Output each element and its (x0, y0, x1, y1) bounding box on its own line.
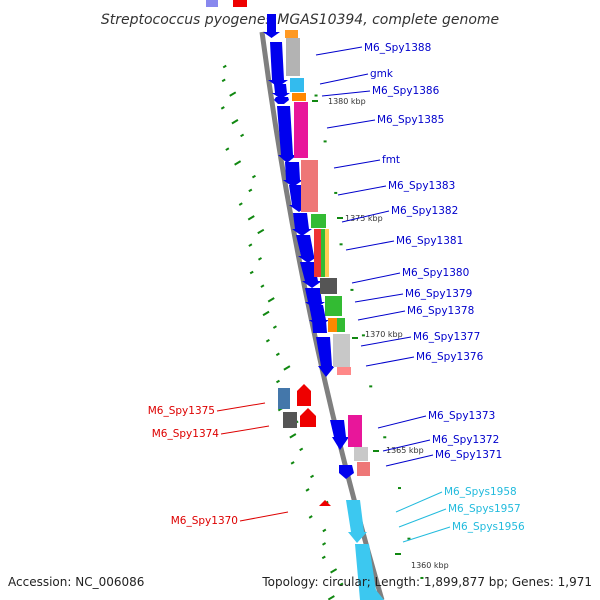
reverse-strand-track (278, 384, 331, 506)
gc-tick (308, 515, 313, 519)
gc-tick (260, 284, 265, 288)
gene-label[interactable]: M6_Spys1956 (452, 521, 525, 533)
gc-tick (220, 106, 225, 110)
gc-tick (247, 215, 255, 221)
gc-tick (248, 188, 253, 193)
gene-label[interactable]: M6_Spy1377 (413, 331, 480, 343)
gc-tick (289, 433, 297, 439)
gene-label[interactable]: M6_Spys1958 (444, 486, 517, 498)
gene-arrow (339, 465, 354, 479)
gc-tick (310, 474, 315, 479)
gc-tick (299, 447, 304, 452)
gene-arrow (292, 213, 312, 236)
gc-tick (238, 202, 243, 206)
gene-label[interactable]: M6_Spy1381 (396, 235, 463, 247)
feature-partial-red (233, 0, 247, 7)
kbp-label: 1380 kbp (328, 97, 366, 106)
gc-tick (327, 595, 335, 600)
gc-tick (322, 542, 327, 546)
label-leader-lines (216, 46, 451, 543)
gene-label[interactable]: M6_Spy1382 (391, 205, 458, 217)
gc-tick (231, 119, 239, 125)
gene-label[interactable]: M6_Spy1385 (377, 114, 444, 126)
gc-tick (240, 133, 245, 138)
gene-label[interactable]: M6_Spy1383 (388, 180, 455, 192)
gc-tick (275, 379, 281, 384)
gene-arrow (263, 14, 280, 38)
feature-partial-purple (206, 0, 218, 7)
gene-label[interactable]: M6_Spy1380 (402, 267, 469, 279)
cog-block (278, 388, 290, 409)
kbp-label: 1365 kbp (386, 446, 424, 455)
gene-arrow (283, 162, 303, 187)
gene-label[interactable]: M6_Spy1370 (171, 515, 238, 527)
gene-arrow (300, 262, 322, 288)
gc-tick (321, 555, 326, 560)
gc-tick (339, 582, 344, 587)
gene-arrow (277, 106, 297, 163)
gc-tick (267, 297, 275, 303)
rna-gene-arrow (346, 500, 367, 543)
gene-label[interactable]: M6_Spy1379 (405, 288, 472, 300)
gc-tick (248, 243, 253, 247)
kbp-ruler: 1380 kbp 1375 kbp 1370 kbp 1365 kbp 1360… (312, 97, 449, 570)
gc-tick (305, 488, 310, 492)
gc-tick (249, 270, 254, 275)
cog-track (285, 30, 370, 476)
gene-label[interactable]: M6_Spy1373 (428, 410, 495, 422)
gene-arrow-reverse (300, 408, 316, 427)
gc-tick (330, 568, 338, 574)
gc-content-track (220, 64, 424, 600)
gc-tick (222, 64, 227, 69)
gene-arrow-reverse (319, 500, 331, 506)
rna-track (346, 500, 384, 600)
gc-tick (221, 78, 226, 83)
gene-label[interactable]: M6_Spy1376 (416, 351, 484, 363)
map-title: Streptococcus pyogenes MGAS10394, comple… (101, 12, 499, 28)
kbp-label: 1375 kbp (345, 214, 383, 223)
gene-arrow (330, 420, 349, 450)
gene-label[interactable]: M6_Spy1375 (148, 405, 215, 417)
gene-arrow (316, 337, 335, 377)
summary-text: Topology: circular; Length: 1,899,877 bp… (261, 575, 592, 589)
gene-label[interactable]: M6_Spy1386 (372, 85, 440, 97)
top-clipped-features (206, 0, 247, 7)
gc-tick (265, 338, 270, 343)
kbp-label: 1370 kbp (365, 330, 403, 339)
gc-tick (290, 461, 295, 465)
gc-tick (234, 160, 242, 166)
gc-tick (272, 325, 277, 329)
gc-tick (275, 352, 280, 357)
cog-block (283, 412, 297, 428)
gene-label[interactable]: M6_Spy1374 (152, 428, 220, 440)
gc-tick (251, 174, 256, 179)
kbp-label: 1360 kbp (411, 561, 449, 570)
gc-tick (225, 147, 230, 151)
gc-tick (257, 257, 263, 261)
gene-arrow (268, 42, 288, 87)
gc-tick (229, 91, 237, 97)
gene-arrow-reverse (297, 384, 311, 406)
gene-label[interactable]: M6_Spy1371 (435, 449, 502, 461)
gene-arrow (296, 235, 318, 263)
gene-labels: M6_Spy1388 gmk M6_Spy1386 M6_Spy1385 fmt… (148, 42, 525, 533)
gc-tick (322, 528, 327, 533)
rna-gene-arrow (355, 544, 384, 600)
gc-tick (262, 310, 270, 317)
gene-label[interactable]: M6_Spys1957 (448, 503, 521, 515)
gc-tick (283, 365, 291, 371)
gene-arrow (312, 320, 327, 333)
gene-arrow (272, 84, 290, 99)
gene-label[interactable]: M6_Spy1372 (432, 434, 499, 446)
gene-arrow (274, 97, 289, 104)
gene-label[interactable]: M6_Spy1378 (407, 305, 474, 317)
accession-text: Accession: NC_006086 (8, 575, 144, 589)
gene-label[interactable]: fmt (382, 154, 400, 166)
gene-label[interactable]: gmk (370, 68, 394, 80)
gene-label[interactable]: M6_Spy1388 (364, 42, 431, 54)
gc-tick (257, 228, 265, 235)
